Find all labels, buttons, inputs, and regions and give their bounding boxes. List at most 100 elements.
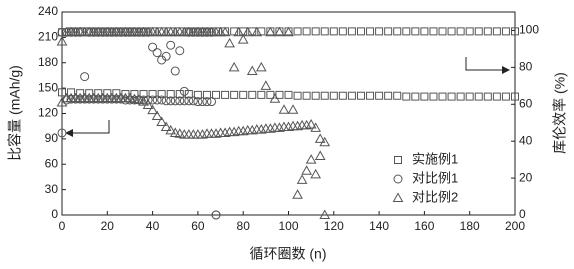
triangle-marker — [138, 96, 149, 106]
triangle-marker — [251, 26, 263, 37]
square-marker — [394, 156, 402, 164]
circle-marker — [170, 66, 180, 76]
square-marker — [311, 27, 320, 36]
circle-marker — [152, 48, 162, 58]
square-marker — [438, 27, 447, 36]
square-marker — [474, 92, 483, 101]
circle-marker — [161, 96, 171, 106]
y2-axis-label: 库伦效率 (%) — [552, 72, 568, 154]
square-marker — [456, 27, 465, 36]
triangle-marker — [319, 209, 331, 219]
x-tick-label: 180 — [460, 219, 480, 233]
circle-marker — [206, 97, 216, 107]
triangle-marker — [314, 150, 326, 160]
square-marker — [85, 89, 94, 98]
triangle-marker — [206, 128, 217, 138]
x-axis-label: 循环圈数 (n) — [250, 246, 327, 262]
square-marker — [103, 89, 112, 98]
triangle-marker — [296, 174, 308, 184]
square-marker — [356, 27, 365, 36]
square-marker — [465, 27, 474, 36]
x-tick-label: 160 — [414, 219, 434, 233]
triangle-marker — [160, 121, 172, 132]
circle-marker — [197, 97, 207, 107]
square-marker — [184, 90, 193, 99]
square-marker — [356, 91, 365, 100]
triangle-marker — [219, 26, 231, 37]
square-marker — [465, 92, 474, 101]
triangle-marker — [237, 34, 249, 44]
square-marker — [347, 27, 356, 36]
square-marker — [302, 91, 311, 100]
circle-marker — [193, 97, 203, 107]
square-marker — [474, 27, 483, 36]
legend-label: 对比例2 — [412, 189, 458, 204]
triangle-marker — [314, 133, 326, 143]
triangle-marker — [56, 36, 68, 46]
x-tick-label: 200 — [505, 219, 525, 233]
y-tick-label: 30 — [45, 182, 59, 196]
circle-marker — [102, 94, 112, 104]
y-axis-label: 比容量 (mAh/g) — [7, 65, 23, 161]
triangle-marker — [292, 189, 303, 199]
y2-tick-label: 20 — [519, 170, 533, 184]
triangle-marker — [310, 122, 322, 132]
square-marker — [375, 91, 384, 100]
square-marker — [492, 92, 501, 101]
square-marker — [483, 92, 492, 101]
square-marker — [130, 90, 139, 99]
square-marker — [112, 89, 121, 98]
y2-tick-label: 100 — [519, 23, 539, 37]
triangle-marker — [133, 94, 145, 104]
y2-tick-label: 80 — [519, 60, 533, 74]
circle-marker — [175, 96, 185, 106]
square-marker — [320, 27, 329, 36]
x-tick-label: 60 — [191, 219, 205, 233]
triangle-marker — [242, 26, 254, 37]
square-marker — [157, 90, 166, 99]
circle-marker — [170, 96, 180, 106]
square-marker — [447, 92, 456, 101]
circle-marker — [57, 128, 67, 138]
circle-marker — [111, 94, 121, 104]
square-marker — [311, 91, 320, 100]
square-marker — [366, 27, 375, 36]
circle-marker — [84, 94, 94, 104]
square-marker — [438, 92, 447, 101]
legend-label: 实施例1 — [412, 151, 458, 166]
circle-marker — [143, 95, 153, 105]
triangle-marker — [278, 104, 290, 114]
x-tick-label: 80 — [237, 219, 251, 233]
square-marker — [320, 91, 329, 100]
left-arrow — [65, 120, 110, 137]
square-marker — [456, 92, 465, 101]
square-marker — [384, 91, 393, 100]
square-marker — [58, 88, 66, 97]
triangle-marker — [142, 99, 154, 110]
circle-marker — [166, 40, 176, 50]
square-marker — [420, 92, 429, 101]
triangle-marker — [260, 80, 272, 90]
square-marker — [492, 27, 501, 36]
x-tick-label: 0 — [59, 219, 66, 233]
square-marker — [338, 27, 347, 36]
legend-label: 对比例1 — [412, 170, 458, 185]
triangle-marker — [233, 26, 245, 37]
triangle-marker — [305, 118, 317, 129]
square-marker — [393, 91, 402, 100]
circle-marker — [80, 94, 90, 104]
square-marker — [347, 91, 356, 100]
square-marker — [67, 88, 76, 97]
square-marker — [76, 89, 85, 98]
triangle-marker — [246, 65, 258, 76]
circle-marker — [202, 97, 212, 107]
y2-tick-label: 60 — [519, 96, 533, 110]
y-tick-label: 60 — [45, 156, 59, 170]
square-marker — [257, 90, 266, 99]
triangle-marker — [310, 168, 322, 179]
square-marker — [511, 27, 519, 36]
square-marker — [175, 90, 184, 99]
square-marker — [402, 92, 411, 101]
triangle-marker — [147, 104, 158, 115]
square-marker — [239, 90, 248, 99]
